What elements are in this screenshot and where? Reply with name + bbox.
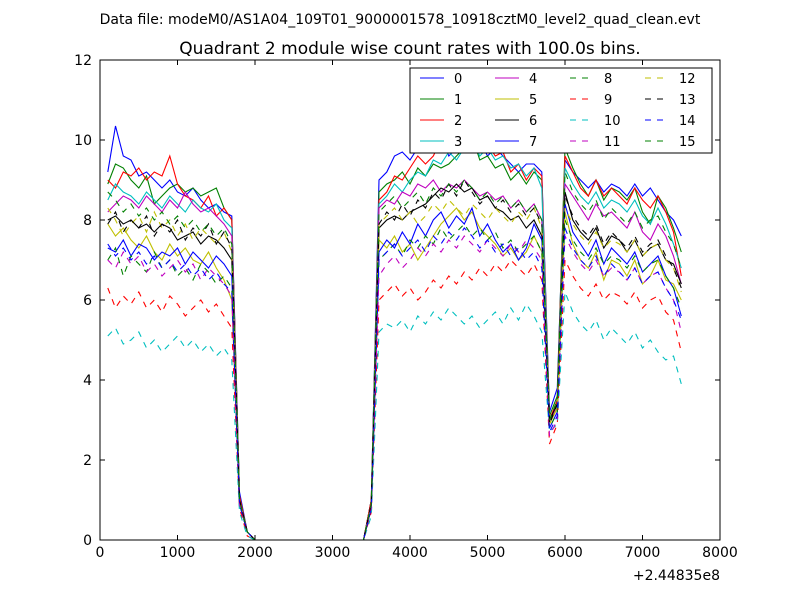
y-tick-label: 2 [83, 453, 92, 469]
series-line-5 [107, 207, 682, 541]
legend-box [409, 67, 713, 154]
legend-label-13: 13 [679, 93, 696, 108]
series-line-8 [107, 219, 682, 541]
x-tick-label: 6000 [547, 545, 583, 561]
legend-label-3: 3 [454, 135, 462, 150]
series-line-7 [107, 203, 682, 541]
legend-label-12: 12 [679, 72, 696, 87]
legend-label-7: 7 [529, 135, 537, 150]
legend-label-6: 6 [529, 114, 537, 129]
legend-label-15: 15 [679, 135, 696, 150]
series-line-3 [107, 139, 682, 541]
y-tick-label: 8 [83, 213, 92, 229]
y-tick-label: 6 [83, 293, 92, 309]
figure-suptitle: Data file: modeM0/AS1A04_109T01_90000015… [100, 12, 701, 28]
legend-label-11: 11 [604, 135, 621, 150]
series-line-15 [107, 171, 682, 541]
y-tick-label: 4 [83, 373, 92, 389]
x-tick-label: 4000 [392, 545, 428, 561]
y-tick-label: 0 [83, 533, 92, 549]
series-line-2 [107, 119, 682, 541]
x-tick-label: 5000 [470, 545, 506, 561]
series-line-14 [107, 227, 682, 541]
series-line-11 [107, 235, 682, 541]
series-line-13 [107, 178, 682, 541]
legend-label-2: 2 [454, 114, 462, 129]
y-tick-label: 12 [74, 53, 92, 69]
legend-label-5: 5 [529, 93, 537, 108]
axis-ticks: 0 1000 2000 3000 4000 5000 6000 7000 80000246810… [74, 53, 738, 561]
x-tick-label: 2000 [237, 545, 273, 561]
x-tick-label: 3000 [315, 545, 351, 561]
legend-label-4: 4 [529, 72, 537, 87]
series-line-6 [107, 183, 682, 541]
legend-label-8: 8 [604, 72, 612, 87]
series-line-12 [107, 199, 682, 541]
series-line-10 [107, 291, 682, 541]
x-tick-label: 0 [96, 545, 105, 561]
legend-label-1: 1 [454, 93, 462, 108]
x-axis-offset-label: +2.44835e8 [633, 568, 720, 584]
x-tick-label: 1000 [160, 545, 196, 561]
legend-label-0: 0 [454, 72, 462, 87]
chart-title: Quadrant 2 module wise count rates with … [179, 39, 640, 59]
legend-label-10: 10 [604, 114, 621, 129]
x-tick-label: 7000 [625, 545, 661, 561]
x-tick-label: 8000 [702, 545, 738, 561]
series-line-9 [107, 259, 682, 541]
series-line-1 [107, 134, 682, 541]
series-layer [107, 119, 682, 541]
y-tick-label: 10 [74, 133, 92, 149]
legend-label-9: 9 [604, 93, 612, 108]
legend-label-14: 14 [679, 114, 696, 129]
